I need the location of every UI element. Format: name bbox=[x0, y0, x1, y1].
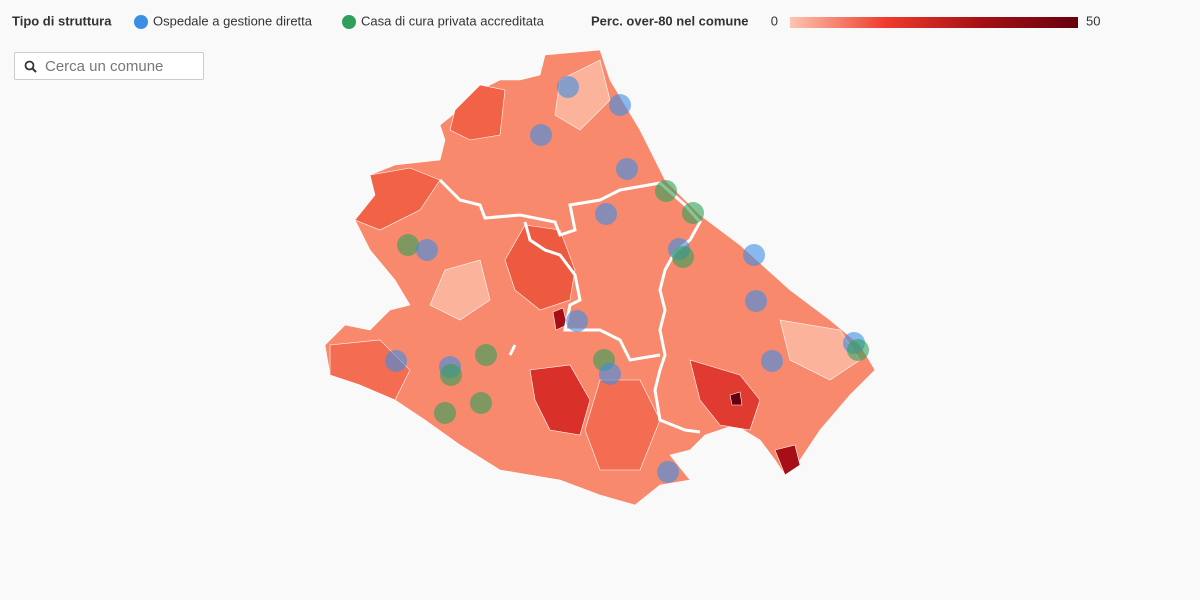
scale-bar bbox=[790, 17, 1078, 28]
legend-label[interactable]: Ospedale a gestione diretta bbox=[153, 13, 313, 28]
facility-marker[interactable] bbox=[475, 344, 497, 366]
facility-marker[interactable] bbox=[847, 339, 869, 361]
facility-marker[interactable] bbox=[609, 94, 631, 116]
facility-marker[interactable] bbox=[745, 290, 767, 312]
facility-marker[interactable] bbox=[599, 363, 621, 385]
legend-label[interactable]: Casa di cura privata accreditata bbox=[361, 13, 545, 28]
facility-marker[interactable] bbox=[672, 246, 694, 268]
facility-marker[interactable] bbox=[743, 244, 765, 266]
legend-swatch bbox=[134, 15, 148, 29]
facility-marker[interactable] bbox=[397, 234, 419, 256]
facility-marker[interactable] bbox=[595, 203, 617, 225]
facility-marker[interactable] bbox=[761, 350, 783, 372]
facility-marker[interactable] bbox=[655, 180, 677, 202]
facility-marker[interactable] bbox=[657, 461, 679, 483]
facility-marker[interactable] bbox=[557, 76, 579, 98]
facility-marker[interactable] bbox=[682, 202, 704, 224]
region bbox=[324, 49, 876, 506]
scale-title: Perc. over-80 nel comune bbox=[591, 13, 749, 28]
legend-title: Tipo di struttura bbox=[12, 13, 112, 28]
facility-marker[interactable] bbox=[566, 310, 588, 332]
search-placeholder: Cerca un comune bbox=[45, 58, 164, 75]
facility-marker[interactable] bbox=[530, 124, 552, 146]
search-icon bbox=[24, 60, 37, 73]
facility-marker[interactable] bbox=[440, 364, 462, 386]
facility-marker[interactable] bbox=[434, 402, 456, 424]
search-box[interactable]: Cerca un comune bbox=[14, 52, 204, 80]
facility-marker[interactable] bbox=[616, 158, 638, 180]
facility-marker[interactable] bbox=[470, 392, 492, 414]
scale-max: 50 bbox=[1086, 13, 1100, 28]
legend-swatch bbox=[342, 15, 356, 29]
facility-markers bbox=[385, 76, 869, 483]
facility-marker[interactable] bbox=[416, 239, 438, 261]
scale-min: 0 bbox=[771, 13, 778, 28]
facility-marker[interactable] bbox=[385, 350, 407, 372]
